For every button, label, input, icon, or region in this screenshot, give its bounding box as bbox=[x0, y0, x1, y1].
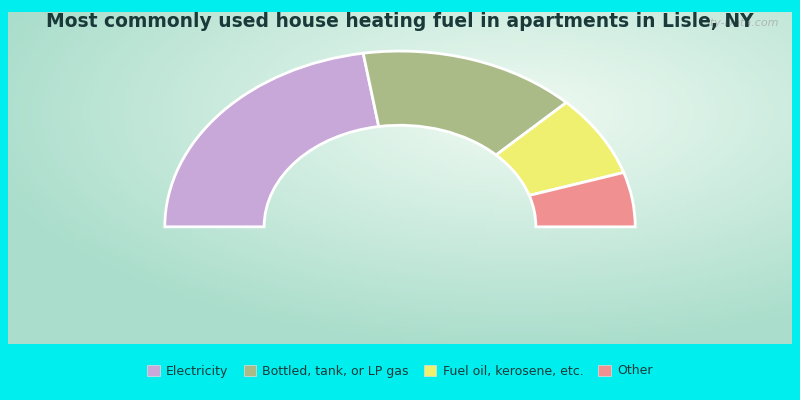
Text: Most commonly used house heating fuel in apartments in Lisle, NY: Most commonly used house heating fuel in… bbox=[46, 12, 754, 31]
Text: City-Data.com: City-Data.com bbox=[699, 18, 779, 28]
Wedge shape bbox=[496, 102, 624, 196]
Wedge shape bbox=[363, 51, 566, 155]
Wedge shape bbox=[530, 172, 635, 227]
Wedge shape bbox=[165, 53, 378, 227]
Legend: Electricity, Bottled, tank, or LP gas, Fuel oil, kerosene, etc., Other: Electricity, Bottled, tank, or LP gas, F… bbox=[142, 360, 658, 382]
